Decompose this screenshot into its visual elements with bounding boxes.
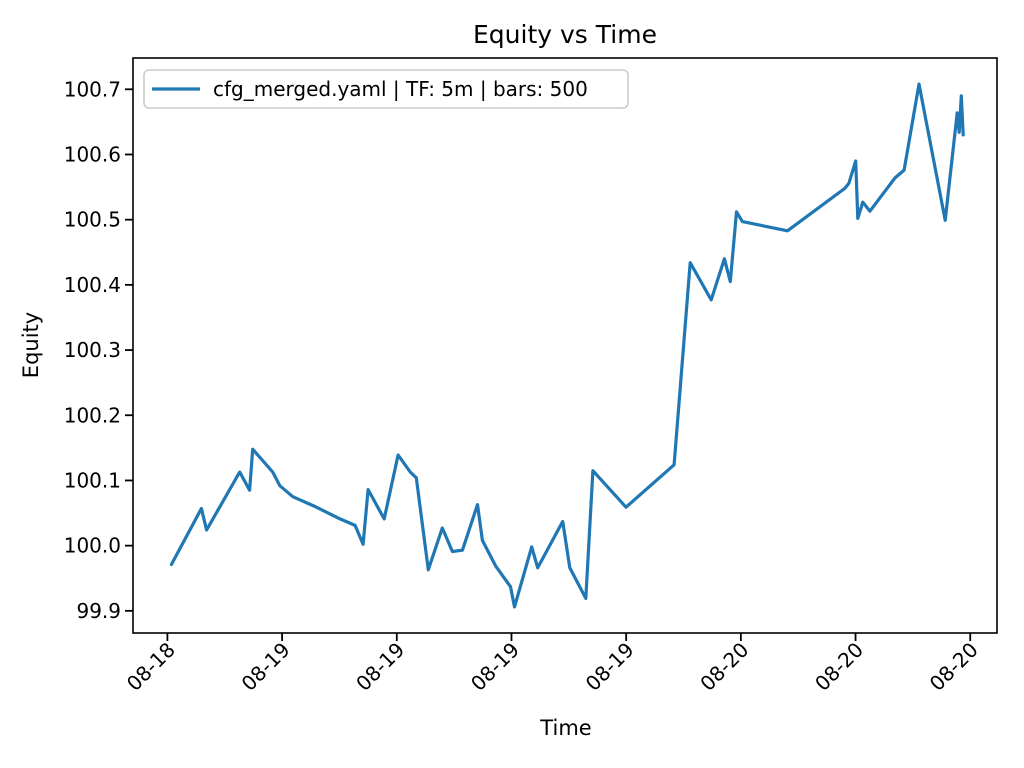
legend: cfg_merged.yaml | TF: 5m | bars: 500 xyxy=(143,69,629,109)
x-axis-label: Time xyxy=(539,716,591,740)
y-axis-label: Equity xyxy=(19,312,43,378)
legend-label: cfg_merged.yaml | TF: 5m | bars: 500 xyxy=(213,77,588,101)
y-tick-label: 99.9 xyxy=(76,599,121,623)
x-tick-label: 08-18 xyxy=(122,638,180,696)
plot-frame xyxy=(132,57,998,634)
equity-line xyxy=(169,82,965,609)
x-tick-label: 08-19 xyxy=(351,638,409,696)
y-tick-label: 100.2 xyxy=(64,403,121,427)
y-tick-label: 100.7 xyxy=(64,77,121,101)
x-axis-ticks: 08-18 08-19 08-19 08-19 08-19 08-20 08-20 08-20 xyxy=(122,633,983,696)
y-tick-label: 100.5 xyxy=(64,208,121,232)
y-tick-label: 100.3 xyxy=(64,338,121,362)
x-tick-label: 08-19 xyxy=(466,638,524,696)
y-tick-label: 100.1 xyxy=(64,468,121,492)
x-tick-label: 08-20 xyxy=(925,638,983,696)
chart-title: Equity vs Time xyxy=(473,20,657,49)
y-tick-label: 100.6 xyxy=(64,142,121,166)
x-tick-label: 08-20 xyxy=(695,638,753,696)
x-tick-label: 08-19 xyxy=(237,638,295,696)
legend-box xyxy=(143,69,629,109)
y-tick-label: 100.0 xyxy=(64,534,121,558)
y-axis-ticks: 99.9 100.0 100.1 100.2 100.3 100.4 100.5 100.6 1… xyxy=(64,77,133,623)
x-tick-label: 08-20 xyxy=(810,638,868,696)
y-tick-label: 100.4 xyxy=(64,273,121,297)
x-tick-label: 08-19 xyxy=(581,638,639,696)
